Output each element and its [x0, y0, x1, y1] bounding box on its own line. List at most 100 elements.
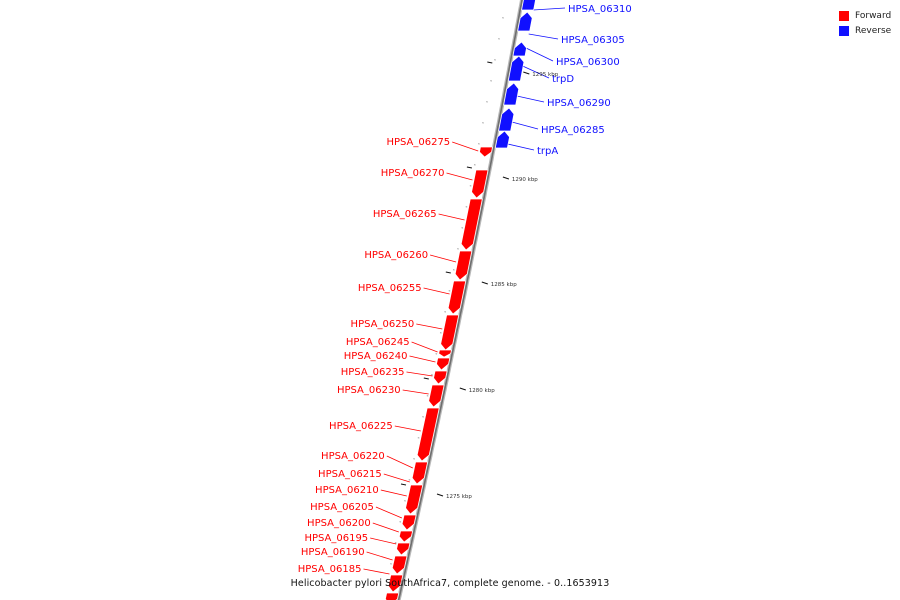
major-tick: [466, 166, 473, 169]
gene-label-hpsa-06190: HPSA_06190: [301, 547, 365, 558]
connector-hpsa-06290: [516, 95, 545, 103]
connector-hpsa-06225: [394, 425, 421, 432]
gene-label-hpsa-06260: HPSA_06260: [364, 250, 428, 261]
gene-hpsa-06215[interactable]: [405, 484, 424, 515]
gene-label-hpsa-06235: HPSA_06235: [341, 367, 405, 378]
gene-label-hpsa-06200: HPSA_06200: [307, 518, 371, 529]
gene-label-hpsa-06220: HPSA_06220: [321, 451, 385, 462]
connector-hpsa-06305: [528, 33, 559, 40]
connector-hpsa-06240: [409, 355, 436, 363]
major-tick: [481, 281, 488, 285]
connector-trpa: [507, 143, 535, 151]
major-ticks: [400, 61, 530, 497]
connector-hpsa-06215: [383, 473, 410, 483]
label-connectors: [363, 7, 566, 575]
connector-hpsa-06235: [406, 371, 433, 377]
gene-label-hpsa-06225: HPSA_06225: [329, 421, 393, 432]
major-tick: [423, 377, 429, 380]
major-tick: [502, 176, 510, 180]
gene-hpsa-06260[interactable]: [454, 250, 473, 281]
gene-hpsa-06245[interactable]: [438, 349, 452, 358]
gene-hpsa-06255[interactable]: [447, 280, 467, 315]
gene-hpsa-06275[interactable]: [479, 146, 493, 158]
gene-label-trpd: trpD: [552, 74, 574, 85]
connector-hpsa-06195: [370, 537, 397, 545]
major-tick: [523, 71, 530, 75]
gene-trpd[interactable]: [507, 55, 525, 82]
tick-label-1280-kbp: 1280 kbp: [469, 388, 495, 394]
gene-label-hpsa-06255: HPSA_06255: [358, 283, 422, 294]
gene-label-hpsa-06205: HPSA_06205: [310, 502, 374, 513]
connector-hpsa-06285: [511, 121, 539, 130]
major-tick: [487, 61, 493, 64]
connector-hpsa-06275: [452, 141, 479, 152]
gene-label-hpsa-06290: HPSA_06290: [547, 98, 611, 109]
legend-forward-label: Forward: [855, 11, 892, 21]
gene-hpsa-06240[interactable]: [436, 357, 451, 371]
gene-hpsa-06195[interactable]: [391, 555, 408, 575]
connector-hpsa-06300: [525, 47, 554, 62]
gene-hpsa-06190[interactable]: [387, 574, 404, 593]
connector-hpsa-06250: [416, 323, 443, 330]
gene-hpsa-06270[interactable]: [471, 169, 489, 199]
legend-reverse-label: Reverse: [855, 26, 892, 36]
gene-hpsa-06220[interactable]: [411, 461, 429, 485]
legend-forward: Forward: [839, 9, 891, 23]
gene-hpsa-06205[interactable]: [398, 530, 414, 543]
tick-label-1295-kbp: 1295 kbp: [532, 72, 558, 78]
gene-label-hpsa-06195: HPSA_06195: [304, 533, 368, 544]
gene-hpsa-06185[interactable]: [385, 592, 400, 600]
gene-label-hpsa-06230: HPSA_06230: [337, 385, 401, 396]
gene-label-hpsa-06270: HPSA_06270: [381, 168, 445, 179]
gene-label-hpsa-06275: HPSA_06275: [386, 137, 450, 148]
connector-hpsa-06310: [533, 7, 566, 11]
gene-label-hpsa-06185: HPSA_06185: [298, 564, 362, 575]
gene-hpsa-06300[interactable]: [512, 41, 527, 57]
gene-hpsa-06310[interactable]: [521, 0, 536, 11]
connector-hpsa-06185: [363, 568, 390, 575]
gene-trpa[interactable]: [494, 130, 510, 149]
tick-labels: 1295 kbp 1290 kbp 1285 kbp 1280 kbp 1275 kbp: [446, 72, 559, 500]
connector-hpsa-06190: [366, 551, 393, 561]
gene-label-hpsa-06250: HPSA_06250: [351, 319, 415, 330]
connector-hpsa-06255: [423, 287, 450, 295]
genome-backbone: [397, 0, 523, 600]
reverse-swatch: [839, 26, 849, 36]
major-tick: [459, 387, 466, 391]
major-tick: [400, 483, 407, 486]
gene-label-hpsa-06210: HPSA_06210: [315, 485, 379, 496]
gene-hpsa-06305[interactable]: [517, 11, 533, 32]
legend: Forward Reverse: [839, 9, 891, 39]
connector-hpsa-06260: [429, 254, 457, 263]
minor-ticks: [385, 17, 504, 586]
legend-reverse: Reverse: [839, 24, 891, 38]
major-tick: [436, 493, 444, 497]
gene-label-hpsa-06310: HPSA_06310: [568, 4, 632, 15]
gene-label-hpsa-06245: HPSA_06245: [346, 337, 410, 348]
tick-label-1290-kbp: 1290 kbp: [512, 177, 538, 183]
gene-hpsa-06290[interactable]: [503, 82, 520, 106]
gene-hpsa-06225[interactable]: [416, 407, 440, 462]
gene-hpsa-06285[interactable]: [498, 107, 515, 132]
gene-features: [385, 0, 536, 600]
connector-hpsa-06200: [372, 522, 399, 533]
gene-hpsa-06200[interactable]: [396, 542, 411, 556]
gene-hpsa-06210[interactable]: [401, 514, 417, 531]
connector-hpsa-06270: [446, 172, 473, 181]
tick-label-1285-kbp: 1285 kbp: [491, 282, 517, 288]
gene-label-hpsa-06300: HPSA_06300: [556, 57, 620, 68]
connector-hpsa-06245: [411, 341, 438, 353]
gene-labels: HPSA_06310 HPSA_06305 HPSA_06300 trpD HPSA_0…: [298, 4, 632, 575]
gene-label-hpsa-06265: HPSA_06265: [373, 209, 437, 220]
gene-hpsa-06230[interactable]: [428, 384, 445, 408]
connector-hpsa-06265: [438, 213, 465, 221]
gene-hpsa-06235[interactable]: [433, 370, 448, 385]
gene-label-hpsa-06285: HPSA_06285: [541, 125, 605, 136]
gene-hpsa-06250[interactable]: [440, 314, 460, 351]
map-caption: Helicobacter pylori SouthAfrica7, comple…: [290, 578, 610, 589]
gene-hpsa-06265[interactable]: [460, 198, 483, 251]
major-tick: [445, 271, 451, 274]
tick-label-1275-kbp: 1275 kbp: [446, 494, 472, 500]
connector-trpd: [522, 65, 550, 79]
